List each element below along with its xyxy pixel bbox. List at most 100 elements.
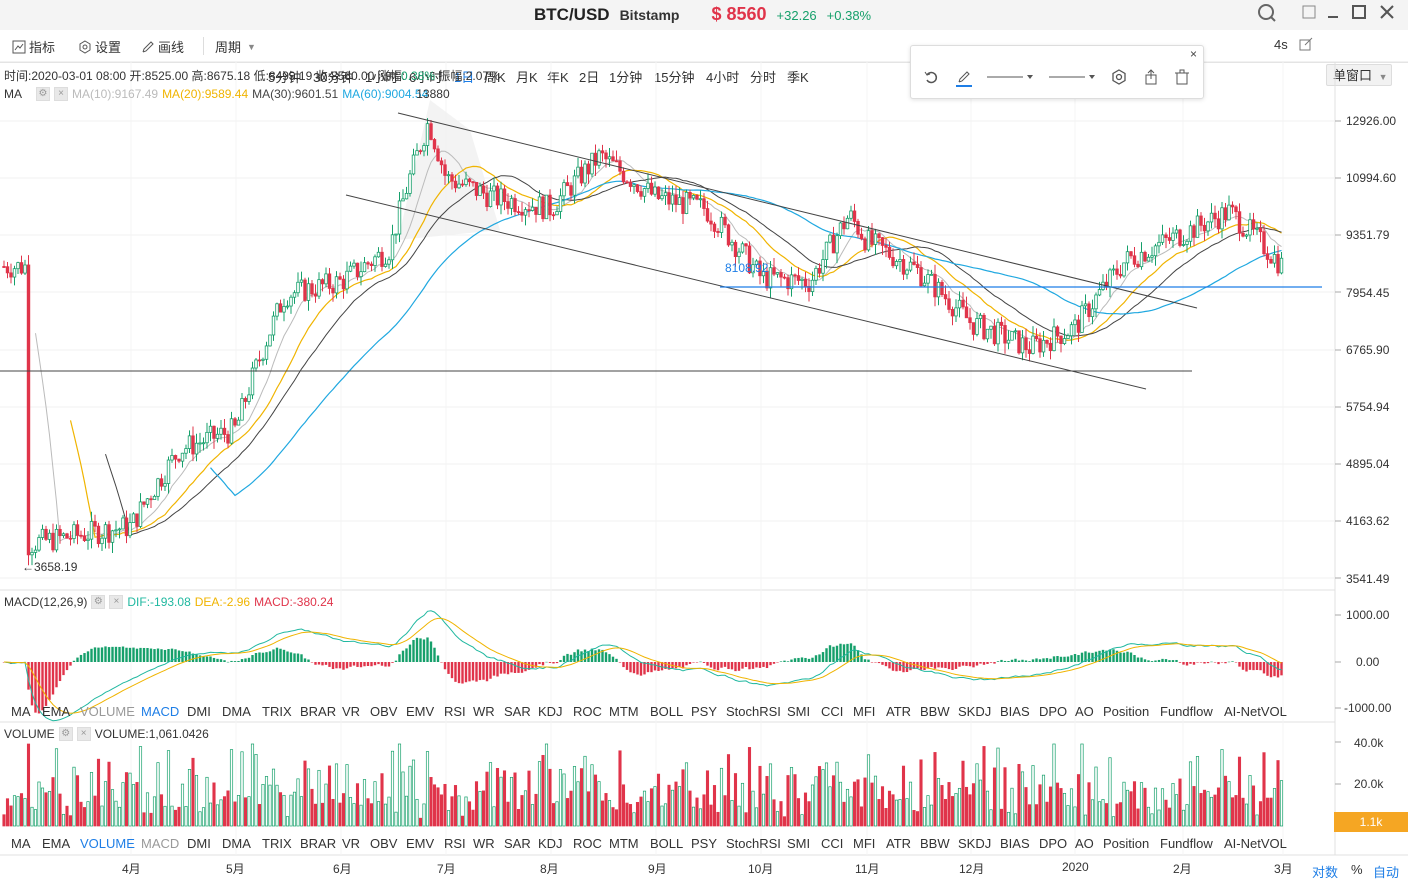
line-width-dropdown[interactable] bbox=[987, 69, 1035, 88]
indicator-tab[interactable]: MACD bbox=[141, 836, 180, 851]
indicator-tab[interactable]: MFI bbox=[853, 836, 876, 851]
indicator-tab[interactable]: Fundflow bbox=[1160, 836, 1213, 851]
ma-settings-icon[interactable]: ⚙ bbox=[36, 87, 50, 101]
indicator-tab[interactable]: VOLUME bbox=[80, 836, 135, 851]
period-option[interactable]: 年K bbox=[547, 70, 569, 85]
share-icon[interactable] bbox=[1143, 69, 1159, 88]
indicator-tab[interactable]: WR bbox=[473, 836, 495, 851]
period-option[interactable]: 15分钟 bbox=[654, 70, 695, 85]
draw-button[interactable]: 画线 bbox=[141, 37, 184, 56]
indicator-tab[interactable]: OBV bbox=[370, 836, 398, 851]
indicator-tab[interactable]: EMV bbox=[406, 704, 435, 719]
indicator-tab[interactable]: BBW bbox=[920, 704, 950, 719]
macd-close-icon[interactable]: × bbox=[109, 595, 124, 609]
window-mode-dropdown[interactable]: 单窗口 ▼ bbox=[1326, 64, 1392, 86]
ma-close-icon[interactable]: × bbox=[54, 87, 68, 101]
indicator-tab[interactable]: TRIX bbox=[262, 836, 292, 851]
more-icon[interactable] bbox=[1298, 3, 1320, 25]
indicator-tab[interactable]: AO bbox=[1075, 836, 1094, 851]
indicator-tab[interactable]: WR bbox=[473, 704, 495, 719]
indicator-tab[interactable]: CCI bbox=[821, 836, 844, 851]
indicator-tab[interactable]: PSY bbox=[691, 704, 718, 719]
indicator-tab[interactable]: BIAS bbox=[1000, 836, 1030, 851]
period-option[interactable]: 分时 bbox=[750, 70, 777, 85]
indicator-tab[interactable]: SKDJ bbox=[958, 704, 992, 719]
indicator-tab[interactable]: StochRSI bbox=[726, 836, 781, 851]
pen-color-icon[interactable] bbox=[955, 69, 973, 90]
period-option[interactable]: 30分钟 bbox=[313, 70, 354, 85]
log-scale-toggle[interactable]: 对数 bbox=[1312, 865, 1339, 880]
volume-close-icon[interactable]: × bbox=[76, 727, 91, 741]
indicator-tab[interactable]: BBW bbox=[920, 836, 950, 851]
indicator-tab[interactable]: KDJ bbox=[538, 704, 563, 719]
indicator-tab[interactable]: ATR bbox=[886, 704, 912, 719]
period-option[interactable]: 1分钟 bbox=[609, 70, 643, 85]
period-dropdown[interactable]: 周期 ▼ bbox=[215, 37, 256, 56]
indicator-tab[interactable]: ROC bbox=[573, 836, 602, 851]
period-option[interactable]: 6小时 bbox=[409, 70, 443, 85]
indicator-tab[interactable]: DMI bbox=[187, 836, 211, 851]
indicator-tab[interactable]: BOLL bbox=[650, 836, 684, 851]
settings-button[interactable]: 设置 bbox=[78, 37, 121, 56]
indicator-tab[interactable]: DMA bbox=[222, 704, 251, 719]
volume-settings-icon[interactable]: ⚙ bbox=[58, 727, 73, 741]
period-option[interactable]: 5分钟 bbox=[268, 70, 302, 85]
indicator-tab[interactable]: BOLL bbox=[650, 704, 684, 719]
line-style-dropdown[interactable] bbox=[1049, 69, 1097, 88]
indicator-tab[interactable]: StochRSI bbox=[726, 704, 781, 719]
minimize-icon[interactable] bbox=[1322, 3, 1344, 25]
indicator-tab[interactable]: MA bbox=[11, 704, 31, 719]
indicators-button[interactable]: 指标 bbox=[12, 37, 55, 56]
period-option[interactable]: 周K bbox=[484, 70, 506, 85]
indicator-tab[interactable]: AI-NetVOL bbox=[1224, 836, 1287, 851]
period-option[interactable]: 4小时 bbox=[706, 70, 740, 85]
indicator-tab[interactable]: SAR bbox=[504, 836, 531, 851]
indicator-tab[interactable]: MA bbox=[11, 836, 31, 851]
indicator-tab[interactable]: VR bbox=[342, 836, 361, 851]
indicator-tab[interactable]: SMI bbox=[787, 836, 811, 851]
undo-icon[interactable] bbox=[923, 69, 939, 88]
indicator-tab[interactable]: Position bbox=[1103, 704, 1150, 719]
indicator-tab[interactable]: EMA bbox=[42, 704, 71, 719]
indicator-tab[interactable]: CCI bbox=[821, 704, 844, 719]
indicator-tab[interactable]: SMI bbox=[787, 704, 811, 719]
period-option[interactable]: 月K bbox=[516, 70, 538, 85]
trash-icon[interactable] bbox=[1174, 69, 1190, 88]
indicator-tab[interactable]: DMI bbox=[187, 704, 211, 719]
indicator-tab[interactable]: DPO bbox=[1039, 836, 1068, 851]
indicator-tab[interactable]: EMV bbox=[406, 836, 435, 851]
indicator-tab[interactable]: PSY bbox=[691, 836, 718, 851]
indicator-tab[interactable]: ATR bbox=[886, 836, 912, 851]
indicator-tab[interactable]: MTM bbox=[609, 704, 639, 719]
indicator-tab[interactable]: BRAR bbox=[300, 704, 337, 719]
close-icon[interactable] bbox=[1376, 3, 1398, 25]
indicator-tab[interactable]: BIAS bbox=[1000, 704, 1030, 719]
percent-scale-toggle[interactable]: % bbox=[1351, 862, 1363, 877]
period-option[interactable]: 季K bbox=[787, 70, 809, 85]
indicator-tab[interactable]: Fundflow bbox=[1160, 704, 1213, 719]
indicator-tab[interactable]: KDJ bbox=[538, 836, 563, 851]
indicator-tab[interactable]: TRIX bbox=[262, 704, 292, 719]
period-option[interactable]: 1小时 bbox=[365, 70, 399, 85]
indicator-tab[interactable]: MFI bbox=[853, 704, 876, 719]
indicator-tab[interactable]: SKDJ bbox=[958, 836, 992, 851]
macd-settings-icon[interactable]: ⚙ bbox=[91, 595, 106, 609]
indicator-tab[interactable]: VR bbox=[342, 704, 361, 719]
indicator-tab[interactable]: ROC bbox=[573, 704, 602, 719]
indicator-tab[interactable]: BRAR bbox=[300, 836, 337, 851]
indicator-tab[interactable]: SAR bbox=[504, 704, 531, 719]
refresh-interval[interactable]: 4s bbox=[1274, 37, 1288, 52]
indicator-tab[interactable]: AO bbox=[1075, 704, 1094, 719]
indicator-tab[interactable]: RSI bbox=[444, 836, 466, 851]
gear-icon[interactable] bbox=[1111, 69, 1127, 88]
indicator-tab[interactable]: RSI bbox=[444, 704, 466, 719]
indicator-tab[interactable]: DPO bbox=[1039, 704, 1068, 719]
indicator-tab[interactable]: MTM bbox=[609, 836, 639, 851]
period-option[interactable]: 1日 bbox=[454, 70, 475, 85]
maximize-icon[interactable] bbox=[1348, 3, 1370, 25]
auto-scale-toggle[interactable]: 自动 bbox=[1373, 865, 1400, 880]
period-option[interactable]: 2日 bbox=[579, 70, 600, 85]
search-icon[interactable] bbox=[1256, 3, 1278, 25]
indicator-tab[interactable]: OBV bbox=[370, 704, 398, 719]
